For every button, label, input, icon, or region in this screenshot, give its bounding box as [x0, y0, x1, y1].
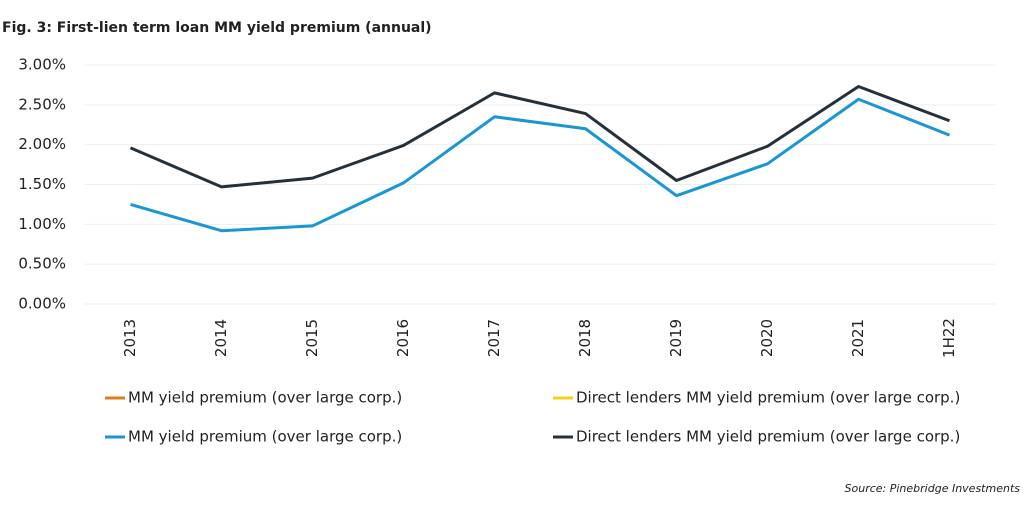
x-tick-label: 2016 — [394, 319, 412, 357]
legend-label: Direct lenders MM yield premium (over la… — [576, 428, 960, 446]
x-tick-label: 1H22 — [940, 318, 958, 358]
x-tick-label: 2015 — [303, 319, 321, 357]
y-tick-label: 0.00% — [18, 295, 66, 313]
x-tick-label: 2018 — [576, 319, 594, 357]
legend-label: MM yield premium (over large corp.) — [128, 389, 402, 407]
legend-label: Direct lenders MM yield premium (over la… — [576, 389, 960, 407]
chart-title: Fig. 3: First-lien term loan MM yield pr… — [2, 20, 432, 36]
source: Source: Pinebridge Investments — [845, 482, 1021, 495]
x-tick-label: 2019 — [667, 319, 685, 357]
y-tick-label: 2.00% — [18, 135, 66, 153]
x-tick-label: 2014 — [212, 319, 230, 357]
series-line — [130, 97, 951, 233]
y-tick-label: 0.50% — [18, 255, 66, 273]
x-tick-label: 2017 — [485, 319, 503, 357]
x-tick-label: 2020 — [758, 319, 776, 357]
series-line — [129, 85, 951, 189]
y-tick-label: 1.50% — [18, 175, 66, 193]
x-tick-label: 2021 — [849, 319, 867, 357]
y-tick-label: 3.00% — [18, 56, 66, 74]
y-tick-label: 2.50% — [18, 95, 66, 113]
y-tick-label: 1.00% — [18, 215, 66, 233]
legend-label: MM yield premium (over large corp.) — [128, 428, 402, 446]
x-tick-label: 2013 — [121, 319, 139, 357]
